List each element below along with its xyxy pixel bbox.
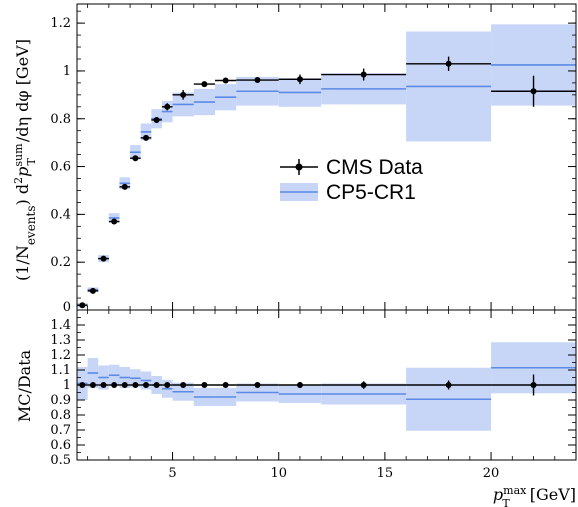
main-data-point-7 — [153, 116, 160, 123]
x-tick-label-1: 10 — [270, 466, 287, 481]
x-tick-label-0: 5 — [168, 466, 176, 481]
x-axis-title: pmax T [GeV] — [493, 484, 576, 507]
main-data-point-11 — [222, 77, 229, 84]
ratio-data-point-9 — [180, 382, 187, 388]
y-title-psub: T — [25, 157, 38, 165]
main-data-point-1 — [89, 287, 96, 294]
ratio-data-point-3 — [111, 382, 118, 388]
main-ytick-label-0: 0.2 — [50, 255, 71, 270]
main-data-point-3 — [111, 218, 118, 225]
ratio-ytick-label-1: 0.6 — [50, 438, 71, 453]
ratio-data-point-1 — [89, 382, 96, 388]
ratio-ytick-label-4: 0.9 — [50, 393, 71, 408]
ratio-data-point-15 — [445, 382, 452, 388]
y-title-p: p — [13, 167, 32, 177]
main-ytick-label-zero: 0 — [63, 300, 71, 315]
main-data-point-10 — [201, 81, 208, 88]
x-title-sub: T — [502, 497, 510, 507]
legend-data-marker — [295, 163, 303, 171]
ratio-data-point-10 — [201, 382, 208, 388]
main-data-point-16 — [530, 88, 537, 95]
ratio-data-point-7 — [153, 382, 160, 388]
ratio-data-point-6 — [143, 382, 150, 388]
main-ytick-label-2: 0.6 — [50, 160, 71, 175]
main-ytick-label-1: 0.4 — [50, 207, 71, 222]
main-data-point-9 — [180, 91, 187, 98]
ratio-ytick-label-3: 0.8 — [50, 408, 71, 423]
ratio-ytick-label-6: 1.1 — [50, 363, 71, 378]
y-title-sup: 2 — [12, 177, 25, 184]
ratio-data-point-2 — [100, 382, 107, 388]
ratio-ytick-label-0: 0.5 — [50, 453, 71, 468]
main-y-axis-title: (1/Nevents) d2psumT/dη dφ [GeV] — [12, 39, 39, 281]
ratio-data-point-12 — [254, 382, 261, 388]
ratio-data-point-16 — [530, 382, 537, 388]
ratio-data-point-11 — [222, 382, 229, 388]
ratio-y-axis-title: MC/Data — [15, 349, 34, 422]
ratio-data-point-8 — [164, 382, 171, 388]
ratio-ytick-label-8: 1.3 — [50, 333, 71, 348]
x-title-p: p — [493, 485, 503, 504]
ratio-data-point-13 — [296, 382, 303, 388]
ratio-data-point-5 — [132, 382, 139, 388]
ratio-ytick-label-2: 0.7 — [50, 423, 71, 438]
y-title-end: /dη dφ [GeV] — [13, 39, 32, 142]
ratio-data-point-4 — [121, 382, 128, 388]
main-data-point-4 — [121, 183, 128, 190]
main-ytick-label-4: 1 — [63, 64, 71, 79]
x-tick-label-3: 20 — [483, 466, 500, 481]
ratio-ytick-label-7: 1.2 — [50, 348, 71, 363]
ratio-ytick-label-9: 1.4 — [50, 318, 71, 333]
x-tick-label-2: 15 — [377, 466, 394, 481]
main-data-point-14 — [360, 71, 367, 78]
main-ytick-label-5: 1.2 — [50, 16, 71, 31]
main-data-point-5 — [132, 155, 139, 162]
y-title-sub: events — [24, 205, 38, 245]
main-data-point-13 — [296, 76, 303, 83]
y-title-part2: ) d — [13, 184, 32, 206]
ratio-panel: 0.50.60.70.80.911.11.21.31.4 5 10 15 20 — [50, 309, 577, 481]
legend-label-data: CMS Data — [326, 156, 423, 179]
main-data-point-8 — [164, 103, 171, 110]
main-data-point-15 — [445, 60, 452, 67]
main-data-point-6 — [143, 134, 150, 141]
x-title-sup: max — [503, 484, 527, 497]
main-data-point-12 — [254, 77, 261, 84]
ratio-data-point-14 — [360, 382, 367, 388]
main-data-point-2 — [100, 255, 107, 262]
legend-label-mc: CP5-CR1 — [326, 181, 416, 204]
y-title-psup: sum — [12, 143, 25, 167]
main-ytick-label-3: 0.8 — [50, 112, 71, 127]
main-data-point-0 — [79, 302, 86, 309]
y-title-part1: (1/N — [13, 245, 32, 281]
x-title-end: [GeV] — [530, 485, 576, 504]
ratio-ytick-label-5: 1 — [63, 378, 71, 393]
